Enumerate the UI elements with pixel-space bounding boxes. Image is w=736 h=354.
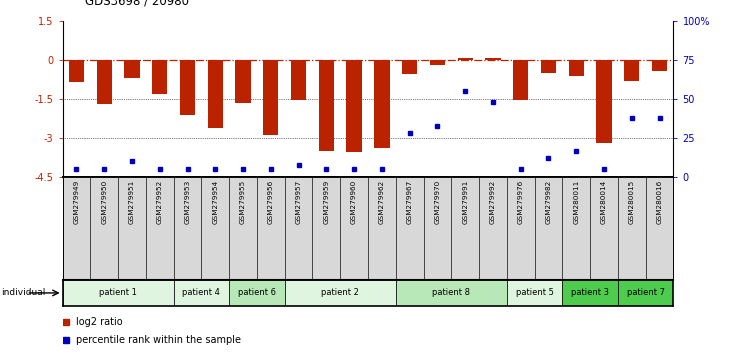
Bar	[430, 60, 445, 65]
Bar	[285, 177, 313, 280]
Bar	[569, 60, 584, 76]
Text: GSM279967: GSM279967	[407, 180, 413, 224]
Bar	[590, 177, 618, 280]
Bar	[368, 177, 396, 280]
Text: GSM279953: GSM279953	[185, 180, 191, 224]
Bar	[146, 177, 174, 280]
Bar	[152, 60, 167, 94]
Bar	[202, 177, 229, 280]
Text: GSM280014: GSM280014	[601, 180, 607, 224]
Bar	[374, 60, 389, 148]
Text: GSM279956: GSM279956	[268, 180, 274, 224]
Text: GSM280015: GSM280015	[629, 180, 634, 224]
Text: GSM279959: GSM279959	[323, 180, 329, 224]
Text: patient 7: patient 7	[626, 289, 665, 297]
Text: GSM279976: GSM279976	[517, 180, 524, 224]
Bar	[68, 60, 84, 82]
Bar	[63, 177, 91, 280]
Text: GSM280011: GSM280011	[573, 180, 579, 224]
Bar	[479, 177, 507, 280]
Text: patient 8: patient 8	[432, 289, 470, 297]
Text: GSM279955: GSM279955	[240, 180, 246, 224]
Bar	[624, 60, 640, 81]
Bar	[513, 60, 528, 101]
Bar	[396, 280, 507, 306]
Bar	[618, 177, 645, 280]
Text: GSM279950: GSM279950	[102, 180, 107, 224]
Bar	[340, 177, 368, 280]
Text: GSM279957: GSM279957	[296, 180, 302, 224]
Bar	[291, 60, 306, 101]
Bar	[541, 60, 556, 73]
Text: GSM279951: GSM279951	[129, 180, 135, 224]
Bar	[652, 60, 668, 70]
Bar	[596, 60, 612, 143]
Bar	[124, 60, 140, 78]
Bar	[458, 58, 473, 60]
Bar	[507, 280, 562, 306]
Bar	[507, 177, 534, 280]
Bar	[396, 177, 423, 280]
Bar	[562, 280, 618, 306]
Text: GSM279960: GSM279960	[351, 180, 357, 224]
Bar	[319, 60, 334, 151]
Bar	[402, 60, 417, 74]
Bar	[285, 280, 396, 306]
Bar	[118, 177, 146, 280]
Text: GSM279952: GSM279952	[157, 180, 163, 224]
Bar	[229, 280, 285, 306]
Bar	[63, 280, 174, 306]
Text: GSM279962: GSM279962	[379, 180, 385, 224]
Bar	[423, 177, 451, 280]
Bar	[236, 60, 251, 103]
Text: GSM279991: GSM279991	[462, 180, 468, 224]
Bar	[313, 177, 340, 280]
Text: GSM279949: GSM279949	[74, 180, 79, 224]
Text: GSM279970: GSM279970	[434, 180, 440, 224]
Bar	[562, 177, 590, 280]
Text: percentile rank within the sample: percentile rank within the sample	[76, 335, 241, 344]
Text: patient 3: patient 3	[571, 289, 609, 297]
Text: GDS3698 / 20980: GDS3698 / 20980	[85, 0, 188, 7]
Bar	[618, 280, 673, 306]
Text: individual: individual	[1, 289, 46, 297]
Bar	[645, 177, 673, 280]
Bar	[263, 60, 278, 136]
Text: patient 1: patient 1	[99, 289, 137, 297]
Text: GSM279982: GSM279982	[545, 180, 551, 224]
Text: GSM279992: GSM279992	[490, 180, 496, 224]
Bar	[174, 280, 229, 306]
Bar	[451, 177, 479, 280]
Bar	[180, 60, 195, 115]
Text: patient 5: patient 5	[516, 289, 553, 297]
Bar	[96, 60, 112, 104]
Text: log2 ratio: log2 ratio	[76, 318, 123, 327]
Bar	[534, 177, 562, 280]
Text: GSM280016: GSM280016	[657, 180, 662, 224]
Bar	[257, 177, 285, 280]
Bar	[208, 60, 223, 128]
Bar	[229, 177, 257, 280]
Bar	[174, 177, 202, 280]
Text: patient 4: patient 4	[183, 289, 220, 297]
Bar	[485, 58, 500, 60]
Bar	[347, 60, 362, 152]
Text: patient 2: patient 2	[322, 289, 359, 297]
Text: patient 6: patient 6	[238, 289, 276, 297]
Text: GSM279954: GSM279954	[212, 180, 219, 224]
Bar	[91, 177, 118, 280]
